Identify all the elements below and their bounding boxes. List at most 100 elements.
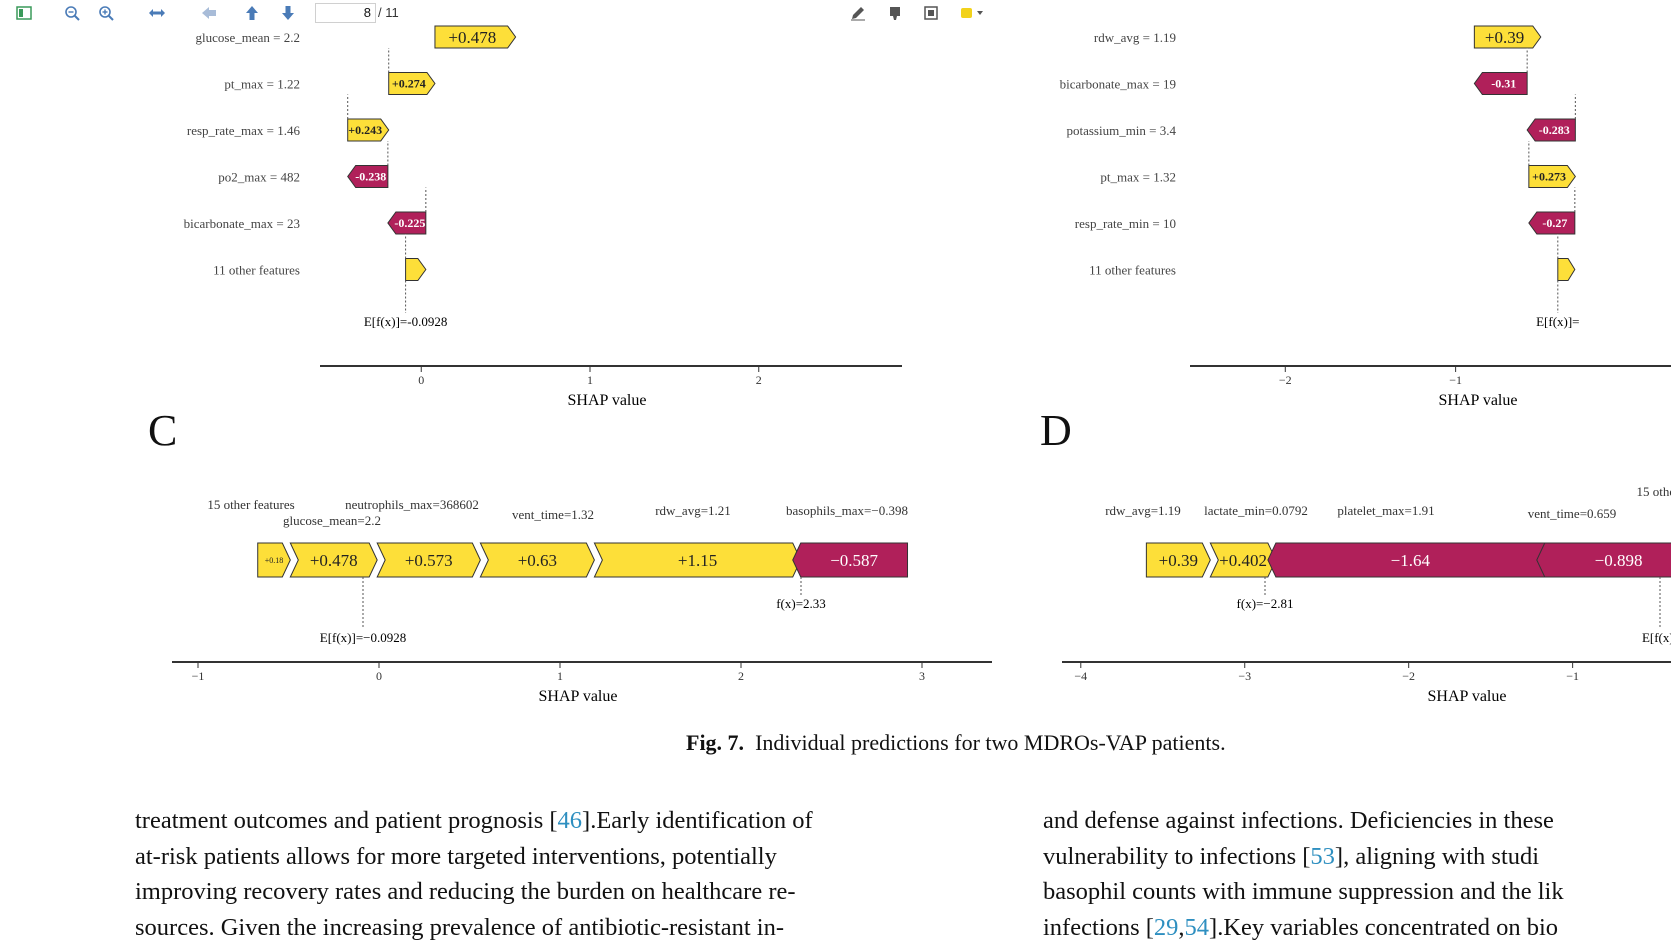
segment-feature-label: 15 other (1637, 484, 1671, 499)
feature-label: pt_max = 1.32 (1100, 170, 1176, 185)
citation-link[interactable]: 29 (1154, 914, 1179, 941)
x-tick-label: −3 (1238, 669, 1251, 683)
x-axis-label: SHAP value (1428, 688, 1507, 705)
segment-value-label: +0.573 (405, 551, 453, 570)
feature-label: 11 other features (213, 263, 300, 278)
segment-value-label: +0.18 (265, 556, 284, 565)
segment-feature-label: 15 other features (207, 497, 294, 512)
feature-label: potassium_min = 3.4 (1066, 123, 1176, 138)
base-value-label: E[f(x)]= (1536, 314, 1579, 329)
citation-link[interactable]: 46 (558, 807, 583, 834)
x-tick-label: −4 (1074, 669, 1087, 683)
x-tick-label: −2 (1279, 373, 1292, 387)
figure-7-charts: 0 1 2 SHAP value +0.478 glucose_mean = 2.2 +0.… (0, 0, 1671, 720)
text-run: and defense against infections. Deficien… (1043, 807, 1554, 834)
bar-value-label: +0.39 (1485, 28, 1524, 47)
fx-value-label: f(x)=2.33 (776, 596, 826, 611)
segment-value-label: +0.39 (1159, 551, 1198, 570)
feature-label: glucose_mean = 2.2 (196, 30, 300, 45)
text-run: treatment outcomes and patient prognosis… (135, 807, 558, 834)
text-run: sources. Given the increasing prevalence… (135, 914, 784, 941)
text-run: infections [ (1043, 914, 1154, 941)
x-tick-label: −1 (1566, 669, 1579, 683)
body-text-left: treatment outcomes and patient prognosis… (135, 803, 983, 945)
x-tick-label: −2 (1402, 669, 1415, 683)
x-tick-label: 2 (738, 669, 744, 683)
text-run: ].Early identification of (582, 807, 813, 834)
waterfall-bar (406, 259, 426, 281)
citation-link[interactable]: 54 (1185, 914, 1210, 941)
feature-label: po2_max = 482 (218, 170, 300, 185)
x-tick-label: 1 (587, 373, 593, 387)
x-tick-label: 3 (919, 669, 925, 683)
segment-value-label: −1.64 (1391, 551, 1431, 570)
segment-feature-label: rdw_avg=1.21 (655, 503, 731, 518)
bar-value-label: -0.27 (1542, 216, 1567, 230)
waterfall-bar (1558, 259, 1575, 281)
x-tick-label: 0 (418, 373, 424, 387)
figure-caption: Fig. 7. Individual predictions for two M… (686, 730, 1226, 756)
caption-text: Individual predictions for two MDROs-VAP… (755, 730, 1226, 755)
text-run: improving recovery rates and reducing th… (135, 878, 796, 905)
text-run: vulnerability to infections [ (1043, 843, 1310, 870)
x-tick-label: −1 (192, 669, 205, 683)
x-tick-label: 1 (557, 669, 563, 683)
segment-value-label: −0.898 (1595, 551, 1643, 570)
bar-value-label: +0.243 (348, 123, 382, 137)
bar-value-label: -0.31 (1491, 77, 1516, 91)
segment-value-label: +1.15 (678, 551, 717, 570)
text-run: ].Key variables concentrated on bio (1209, 914, 1558, 941)
text-run: at-risk patients allows for more targete… (135, 843, 777, 870)
body-text-right: and defense against infections. Deficien… (1043, 803, 1671, 945)
bar-value-label: +0.478 (448, 28, 496, 47)
text-run: basophil counts with immune suppression … (1043, 878, 1564, 905)
segment-feature-label: rdw_avg=1.19 (1105, 503, 1181, 518)
fx-value-label: f(x)=−2.81 (1237, 596, 1294, 611)
x-axis-label: SHAP value (568, 392, 647, 409)
feature-label: 11 other features (1089, 263, 1176, 278)
segment-value-label: +0.402 (1219, 551, 1267, 570)
segment-feature-label: neutrophils_max=368602 (345, 497, 479, 512)
x-tick-label: 2 (756, 373, 762, 387)
segment-feature-label: vent_time=0.659 (1528, 506, 1617, 521)
x-axis-label: SHAP value (1439, 392, 1518, 409)
bar-value-label: +0.273 (1532, 170, 1566, 184)
text-line: basophil counts with immune suppression … (1043, 874, 1671, 910)
base-value-label: E[f(x)] (1642, 630, 1671, 645)
text-line: infections [29,54].Key variables concent… (1043, 910, 1671, 945)
base-value-label: E[f(x)]=-0.0928 (364, 314, 448, 329)
feature-label: pt_max = 1.22 (224, 77, 300, 92)
bar-value-label: +0.274 (392, 77, 426, 91)
caption-label: Fig. 7. (686, 730, 744, 755)
text-line: vulnerability to infections [53], aligni… (1043, 839, 1671, 875)
citation-link[interactable]: 53 (1310, 843, 1335, 870)
x-tick-label: −1 (1449, 373, 1462, 387)
x-axis-label: SHAP value (539, 688, 618, 705)
segment-feature-label: glucose_mean=2.2 (283, 513, 381, 528)
feature-label: resp_rate_max = 1.46 (187, 123, 301, 138)
feature-label: bicarbonate_max = 23 (184, 216, 300, 231)
text-line: and defense against infections. Deficien… (1043, 803, 1671, 839)
text-line: at-risk patients allows for more targete… (135, 839, 983, 875)
x-tick-label: 0 (376, 669, 382, 683)
text-line: sources. Given the increasing prevalence… (135, 910, 983, 945)
feature-label: bicarbonate_max = 19 (1060, 77, 1176, 92)
feature-label: resp_rate_min = 10 (1075, 216, 1176, 231)
text-line: improving recovery rates and reducing th… (135, 874, 983, 910)
panel-letter-c: C (148, 405, 177, 456)
segment-feature-label: basophils_max=−0.398 (786, 503, 908, 518)
base-value-label: E[f(x)]=−0.0928 (320, 630, 407, 645)
text-line: treatment outcomes and patient prognosis… (135, 803, 983, 839)
segment-feature-label: platelet_max=1.91 (1337, 503, 1434, 518)
segment-value-label: +0.478 (310, 551, 358, 570)
panel-letter-d: D (1040, 405, 1072, 456)
segment-feature-label: vent_time=1.32 (512, 507, 594, 522)
segment-value-label: +0.63 (518, 551, 557, 570)
segment-feature-label: lactate_min=0.0792 (1204, 503, 1308, 518)
bar-value-label: -0.238 (355, 170, 386, 184)
bar-value-label: -0.283 (1539, 123, 1570, 137)
text-run: ], aligning with studi (1335, 843, 1539, 870)
segment-value-label: −0.587 (830, 551, 878, 570)
feature-label: rdw_avg = 1.19 (1094, 30, 1176, 45)
bar-value-label: -0.225 (394, 216, 425, 230)
